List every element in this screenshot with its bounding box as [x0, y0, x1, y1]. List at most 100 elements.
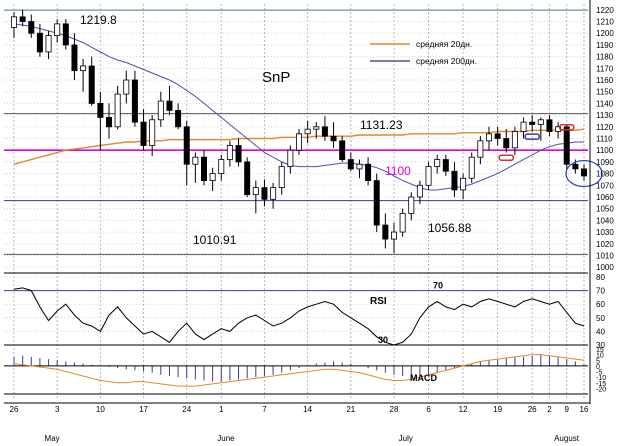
level-label: 1010.91 — [193, 233, 237, 247]
y-tick-label: 1120 — [596, 123, 614, 132]
x-tick-label: 17 — [139, 405, 148, 414]
x-tick-label: 6 — [426, 405, 431, 414]
y-tick-label: 1030 — [596, 228, 614, 237]
macd-panel — [4, 354, 588, 387]
candle-body — [494, 133, 501, 139]
candle-body — [434, 159, 441, 167]
candle-body — [11, 16, 17, 28]
candle-body — [183, 126, 190, 165]
rsi-tick-label: 40 — [596, 327, 605, 336]
candle-body — [88, 65, 95, 104]
candle-body — [261, 187, 268, 200]
candle-body — [330, 135, 337, 142]
y-tick-label: 1130 — [596, 111, 614, 120]
candle-body — [468, 156, 475, 179]
candle-body — [537, 119, 544, 125]
candle-body — [304, 128, 311, 135]
y-tick-label: 1150 — [596, 88, 614, 97]
candle-body — [54, 23, 61, 36]
month-label: July — [399, 434, 413, 443]
candle-body — [244, 161, 251, 196]
x-tick-label: 26 — [10, 405, 19, 414]
level-label: 1131.23 — [360, 118, 403, 132]
candle-body — [19, 16, 26, 22]
candle-body — [71, 44, 78, 72]
chart-title: SnP — [262, 69, 290, 86]
candle-body — [278, 166, 285, 189]
candle-body — [114, 93, 121, 128]
x-tick-label: 16 — [580, 405, 589, 414]
candle-body — [391, 231, 397, 240]
y-tick-label: 1090 — [596, 158, 614, 167]
rsi-label: RSI — [370, 296, 387, 307]
candle-body — [416, 184, 423, 198]
candle-body — [347, 159, 354, 170]
y-tick-label: 1160 — [596, 76, 614, 85]
y-tick-label: 1020 — [596, 240, 614, 249]
rsi-tick-label: 50 — [596, 314, 605, 323]
candle-body — [572, 163, 579, 170]
macd-label: MACD — [410, 373, 437, 383]
candle-body — [106, 117, 112, 128]
candle-body — [408, 196, 415, 214]
candle-body — [563, 126, 570, 165]
axes: 1000101010201030104010501060107010801090… — [4, 0, 614, 443]
candle-body — [365, 163, 372, 182]
y-tick-label: 1180 — [596, 53, 614, 62]
candle-body — [313, 126, 320, 130]
candle-body — [477, 140, 484, 158]
candle-body — [451, 170, 458, 191]
y-tick-label: 1070 — [596, 181, 614, 190]
candle-body — [460, 177, 467, 191]
marker-rect — [524, 133, 540, 140]
candle-body — [80, 65, 87, 72]
legend-label: средняя 200дн. — [416, 56, 477, 66]
x-tick-label: 12 — [459, 405, 468, 414]
x-tick-label: 2 — [547, 405, 552, 414]
level-label: 1100 — [385, 164, 411, 178]
candle-body — [442, 159, 449, 172]
rsi-line — [13, 287, 585, 346]
candle-body — [226, 145, 233, 160]
x-tick-label: 9 — [565, 405, 570, 414]
candle-body — [520, 121, 527, 132]
y-tick-label: 1110 — [596, 135, 613, 144]
y-tick-label: 1000 — [596, 263, 614, 272]
candle-body — [62, 23, 69, 46]
candle-body — [546, 119, 553, 132]
candle-body — [218, 159, 225, 174]
x-tick-label: 26 — [528, 405, 537, 414]
y-tick-label: 1010 — [596, 251, 614, 260]
y-tick-label: 1060 — [596, 193, 614, 202]
candle-body — [270, 187, 277, 200]
y-tick-label: 1140 — [596, 99, 614, 108]
rsi-tick-label: 30 — [596, 341, 605, 350]
y-tick-label: 1190 — [596, 41, 614, 50]
candle-body — [166, 100, 173, 111]
macd-tick-label: -20 — [596, 386, 606, 393]
level-label: 1056.88 — [428, 221, 472, 235]
rsi-level-label: 30 — [378, 335, 388, 345]
candle-body — [252, 187, 259, 196]
x-tick-label: 19 — [493, 405, 502, 414]
legend-label: средняя 20дн. — [416, 39, 472, 49]
candle-body — [209, 173, 216, 182]
candle-body — [373, 180, 380, 226]
y-tick-label: 1200 — [596, 29, 614, 38]
rsi-level-label: 70 — [433, 281, 443, 291]
x-tick-label: 7 — [262, 405, 267, 414]
candle-body — [157, 100, 164, 121]
rsi-tick-label: 60 — [596, 300, 605, 309]
candle-body — [503, 138, 510, 149]
x-tick-label: 10 — [96, 405, 105, 414]
candle-body — [425, 166, 432, 186]
macd-tick-label: -10 — [596, 375, 606, 382]
candle-body — [529, 121, 536, 125]
candle-body — [287, 149, 294, 167]
candle-body — [399, 212, 406, 233]
candle-body — [581, 168, 587, 177]
candle-body — [339, 140, 346, 160]
month-label: August — [554, 434, 580, 443]
candle-body — [28, 21, 35, 34]
y-tick-label: 1220 — [596, 6, 614, 15]
